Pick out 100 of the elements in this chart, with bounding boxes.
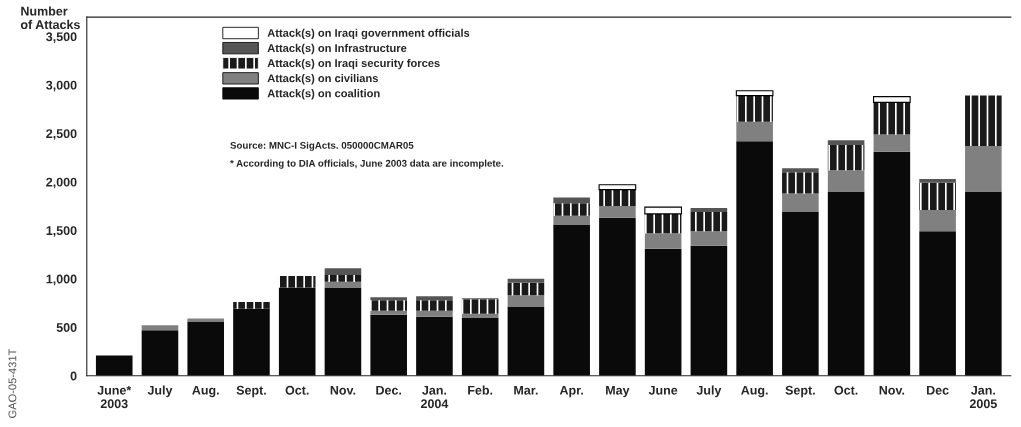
bar bbox=[507, 282, 545, 296]
bar bbox=[461, 313, 499, 318]
bar bbox=[416, 310, 453, 317]
bar bbox=[141, 330, 179, 376]
x-tick-label: Aug. bbox=[192, 385, 219, 398]
bar bbox=[782, 193, 819, 212]
bar bbox=[599, 189, 636, 207]
bar bbox=[507, 278, 545, 283]
legend-label: Attack(s) on Iraqi security forces bbox=[267, 58, 440, 70]
x-tick-label: Jan. 2004 bbox=[420, 385, 449, 409]
bar bbox=[233, 302, 270, 309]
bar bbox=[736, 121, 773, 142]
x-tick-label: Sept. bbox=[236, 385, 266, 398]
x-tick-label: Oct. bbox=[285, 385, 309, 395]
x-tick-label: Aug. bbox=[741, 385, 768, 398]
x-tick-label: Nov. bbox=[330, 385, 356, 395]
x-tick-label: Dec. bbox=[376, 385, 402, 395]
bar bbox=[507, 295, 545, 307]
x-tick-label: Apr. bbox=[559, 385, 583, 398]
bar bbox=[187, 321, 225, 376]
bar bbox=[461, 299, 499, 314]
x-tick-label: July bbox=[696, 385, 722, 398]
bar bbox=[278, 275, 316, 288]
bar bbox=[873, 134, 911, 152]
bar bbox=[644, 213, 682, 234]
bar bbox=[782, 172, 819, 194]
bar bbox=[553, 197, 590, 204]
y-tick-label: 2,000 bbox=[46, 177, 77, 189]
bar bbox=[690, 211, 728, 232]
bar bbox=[370, 314, 407, 376]
bar bbox=[416, 316, 453, 376]
bar bbox=[827, 170, 865, 192]
x-tick-label: June* 2003 bbox=[97, 385, 132, 409]
bar bbox=[370, 310, 407, 315]
x-tick-label: May bbox=[606, 385, 630, 398]
bar bbox=[965, 95, 1002, 147]
y-tick-label: 1,000 bbox=[46, 274, 77, 286]
bar bbox=[782, 168, 819, 173]
bar bbox=[919, 178, 956, 183]
bar bbox=[736, 95, 773, 122]
bar bbox=[461, 317, 499, 376]
x-tick-label: Dec bbox=[926, 385, 949, 395]
bar bbox=[599, 206, 636, 218]
bar bbox=[782, 211, 819, 376]
y-tick-label: 1,500 bbox=[46, 226, 77, 237]
y-tick-label: 2,500 bbox=[46, 129, 77, 140]
bar bbox=[827, 140, 865, 146]
x-tick-label: June bbox=[648, 385, 678, 395]
legend-label: Attack(s) on Iraqi government officials bbox=[267, 28, 470, 40]
bar bbox=[324, 268, 362, 275]
legend-label: Attack(s) on civilians bbox=[267, 74, 378, 85]
x-tick-label: July bbox=[147, 385, 173, 398]
bar bbox=[416, 300, 453, 311]
bar bbox=[644, 206, 682, 215]
bar bbox=[233, 308, 270, 376]
x-tick-label: Feb. bbox=[468, 385, 493, 395]
bar bbox=[919, 182, 956, 210]
bar bbox=[736, 141, 773, 376]
y-tick-label: 0 bbox=[70, 371, 77, 381]
bar bbox=[324, 274, 362, 282]
bar bbox=[644, 233, 682, 249]
bar bbox=[873, 102, 911, 135]
bar bbox=[553, 224, 590, 376]
bar bbox=[965, 191, 1002, 376]
annotation: * According to DIA officials, June 2003 data are incomplete. bbox=[230, 159, 504, 169]
x-tick-label: Nov. bbox=[879, 385, 905, 395]
bar bbox=[690, 245, 728, 376]
y-tick-label: 500 bbox=[56, 323, 77, 332]
bar bbox=[324, 287, 362, 376]
x-tick-label: Jan. 2005 bbox=[969, 385, 997, 409]
bar bbox=[141, 325, 179, 331]
bar bbox=[690, 208, 728, 212]
bar bbox=[827, 191, 865, 376]
bar bbox=[873, 96, 911, 103]
bar bbox=[553, 215, 590, 225]
bar bbox=[599, 217, 636, 376]
bar bbox=[735, 90, 774, 97]
bar bbox=[873, 151, 911, 376]
y-axis-title: Number of Attacks bbox=[20, 6, 80, 30]
x-tick-label: Oct. bbox=[834, 385, 858, 395]
text: GAO-05-431T bbox=[8, 348, 17, 418]
bar bbox=[598, 184, 637, 191]
bar bbox=[919, 209, 956, 232]
bar bbox=[965, 146, 1002, 192]
legend-label: Attack(s) on Infrastructure bbox=[267, 43, 407, 55]
legend-label: Attack(s) on coalition bbox=[267, 89, 380, 100]
bar bbox=[416, 296, 453, 301]
bar bbox=[644, 248, 682, 376]
y-tick-label: 3,500 bbox=[46, 32, 77, 43]
bar bbox=[95, 355, 133, 376]
bar bbox=[690, 231, 728, 246]
annotation: Source: MNC-I SigActs. 050000CMAR05 bbox=[230, 141, 414, 151]
bar bbox=[278, 287, 316, 376]
bar bbox=[507, 306, 545, 376]
bar bbox=[919, 231, 956, 376]
x-tick-label: Mar. bbox=[514, 385, 538, 395]
bar bbox=[827, 145, 865, 171]
bar bbox=[553, 203, 590, 216]
x-tick-label: Sept. bbox=[785, 385, 815, 398]
bar bbox=[370, 300, 407, 311]
